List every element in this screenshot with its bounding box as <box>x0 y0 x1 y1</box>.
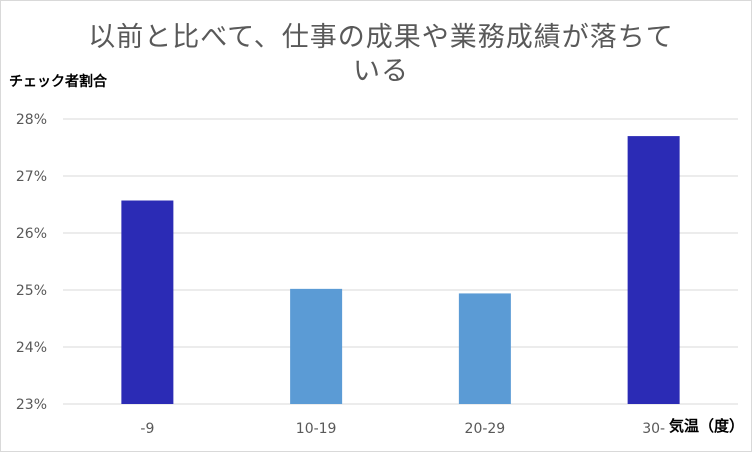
y-tick-label: 26% <box>16 226 47 242</box>
x-tick-label: 20-29 <box>465 421 506 437</box>
y-tick-label: 25% <box>16 283 47 299</box>
chart-title-line-1: 以前と比べて、仕事の成果や業務成績が落ちて <box>88 22 674 53</box>
x-tick-label: 10-19 <box>296 421 337 437</box>
bar <box>290 288 343 404</box>
x-tick-label: 30- <box>642 421 665 437</box>
chart-title: 以前と比べて、仕事の成果や業務成績が落ちて いる <box>71 21 691 89</box>
y-axis-label: チェック者割合 <box>9 74 107 90</box>
bar <box>121 200 174 404</box>
x-axis-label: 気温（度） <box>669 417 745 435</box>
chart-title-line-2: いる <box>353 56 409 87</box>
y-tick-label: 23% <box>16 397 47 413</box>
y-tick-label: 27% <box>16 169 47 185</box>
y-tick-label: 24% <box>16 340 47 356</box>
bar <box>458 293 511 404</box>
y-tick-label: 28% <box>16 112 47 128</box>
bar <box>627 136 680 404</box>
x-tick-label: -9 <box>140 421 154 437</box>
